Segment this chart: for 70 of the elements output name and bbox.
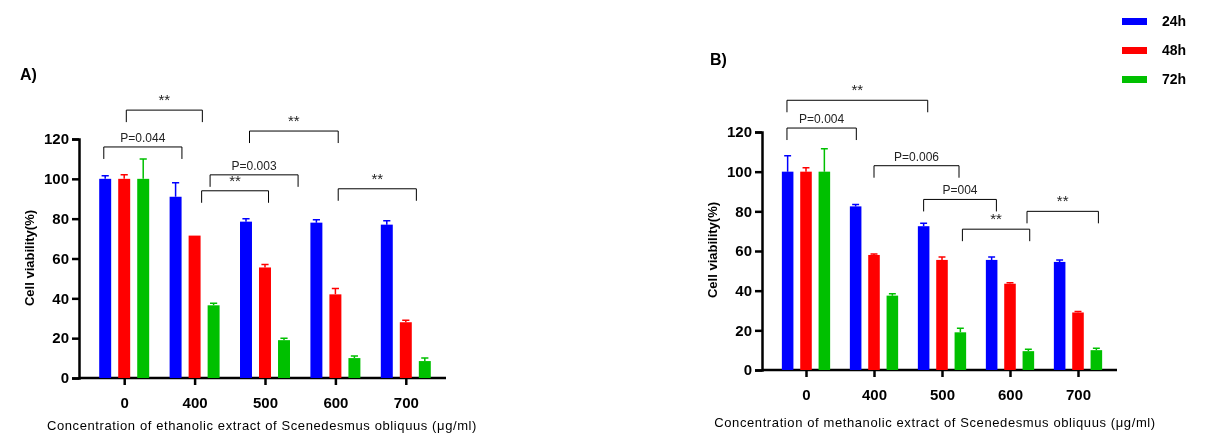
annotation: P=004 <box>942 183 978 198</box>
bar <box>418 361 431 378</box>
bar <box>1004 283 1016 370</box>
x-axis-title: Concentration of methanolic extract of Scenedesmus obliquus (μg/ml) <box>714 415 1156 430</box>
y-tick-label: 0 <box>60 369 69 387</box>
bar <box>188 235 201 378</box>
y-axis-title: Cell viability(%) <box>22 209 37 307</box>
bar <box>207 305 220 378</box>
bar <box>278 340 290 378</box>
bar <box>399 322 412 378</box>
x-tick-label: 500 <box>929 385 956 403</box>
bar <box>118 178 131 378</box>
x-tick-label: 400 <box>182 393 208 411</box>
x-tick-label: 700 <box>1065 385 1092 403</box>
y-tick-label: 20 <box>735 321 752 339</box>
y-tick-label: 40 <box>52 289 69 307</box>
bar <box>985 259 998 370</box>
y-tick-label: 20 <box>52 329 69 347</box>
x-tick-label: 0 <box>120 393 129 411</box>
annotation: ** <box>229 171 242 189</box>
x-tick-label: 700 <box>393 393 419 411</box>
bar <box>310 222 323 378</box>
bar <box>240 221 252 378</box>
bar <box>1022 351 1035 370</box>
y-tick-label: 80 <box>735 202 752 220</box>
annotation: P=0.003 <box>231 158 277 173</box>
y-tick-label: 40 <box>735 281 752 299</box>
bar <box>917 226 930 370</box>
annotation: P=0.044 <box>120 130 166 145</box>
bar <box>849 206 862 370</box>
y-tick-label: 100 <box>726 162 752 180</box>
bar <box>380 224 393 378</box>
chart-title: A) <box>20 66 37 83</box>
bar <box>800 171 812 370</box>
legend-label: 24h <box>1162 13 1187 29</box>
bar <box>868 254 880 370</box>
bar <box>886 295 899 370</box>
y-tick-label: 80 <box>52 209 69 227</box>
bar <box>99 178 112 378</box>
legend-label: 48h <box>1162 42 1187 58</box>
y-tick-label: 120 <box>726 123 752 141</box>
annotation: P=0.006 <box>893 149 940 164</box>
x-tick-label: 400 <box>861 385 888 403</box>
annotation: ** <box>371 169 384 187</box>
text: P=0.004 <box>799 112 845 127</box>
annotation: ** <box>1056 192 1069 210</box>
text: ** <box>851 81 864 99</box>
x-tick-label: 500 <box>252 393 279 411</box>
bar <box>936 259 948 370</box>
y-tick-label: 100 <box>43 170 69 188</box>
x-tick-label: 0 <box>802 385 811 403</box>
y-tick-label: 60 <box>52 249 69 267</box>
bar <box>1072 312 1084 370</box>
bar <box>259 267 271 378</box>
x-tick-label: 600 <box>323 393 349 411</box>
y-tick-label: 60 <box>735 242 752 260</box>
bar <box>1090 350 1103 370</box>
bar <box>1053 261 1066 370</box>
y-tick-label: 120 <box>43 130 69 148</box>
bar <box>954 332 967 370</box>
y-axis-title: Cell viability(%) <box>705 201 720 299</box>
legend-label: 72h <box>1162 71 1187 87</box>
chart-title: B) <box>710 51 727 68</box>
annotation: ** <box>990 210 1003 228</box>
x-axis-title: Concentration of ethanolic extract of Scenedesmus obliquus (μg/ml) <box>46 418 478 433</box>
text: ** <box>158 91 171 109</box>
x-tick-label: 600 <box>997 385 1024 403</box>
text: ** <box>288 112 300 130</box>
y-tick-label: 0 <box>743 361 752 379</box>
bar <box>348 358 361 378</box>
